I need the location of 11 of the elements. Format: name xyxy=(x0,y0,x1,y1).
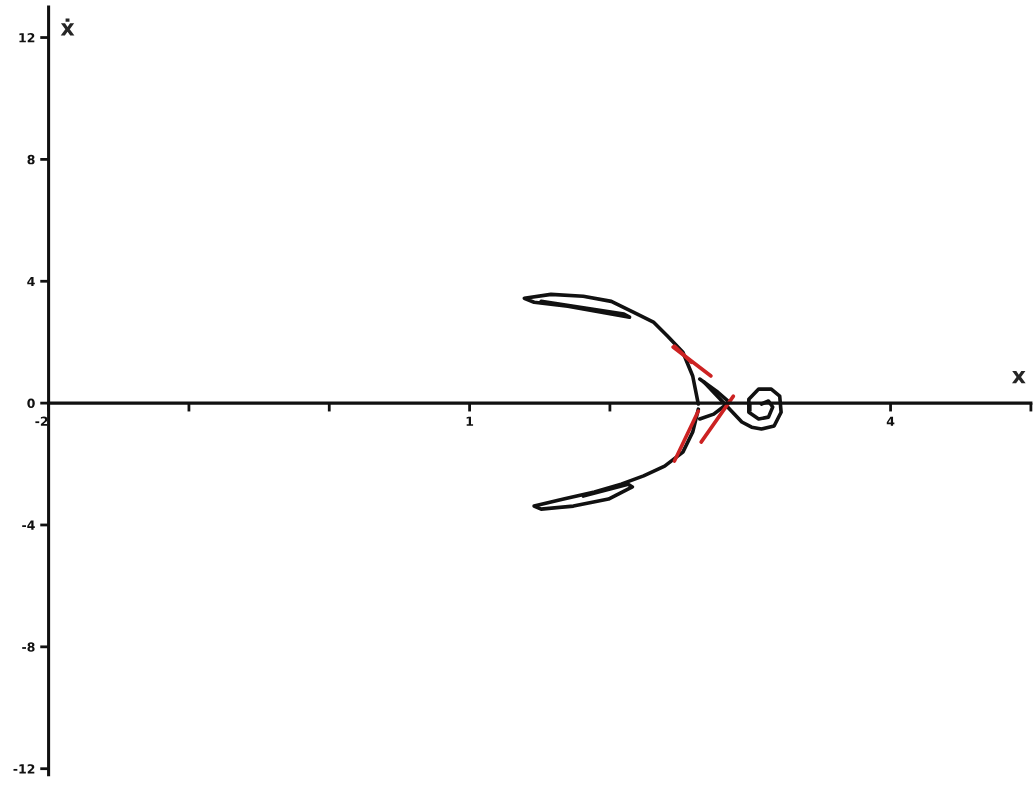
y-tick-label: 8 xyxy=(27,154,35,165)
y-tick-label: -8 xyxy=(22,642,35,652)
y-tick-label: 4 xyxy=(27,276,35,286)
x-axis-title: x xyxy=(1011,371,1026,384)
x-tick-label: 4 xyxy=(886,416,895,426)
x-tick-label: 1 xyxy=(466,416,474,426)
y-tick-label: -12 xyxy=(13,764,35,774)
y-tick-label: 12 xyxy=(19,33,35,43)
y-tick-label: -4 xyxy=(22,520,35,530)
y-tick-label: 0 xyxy=(27,398,35,409)
y-axis-title: ẋ xyxy=(60,18,75,36)
